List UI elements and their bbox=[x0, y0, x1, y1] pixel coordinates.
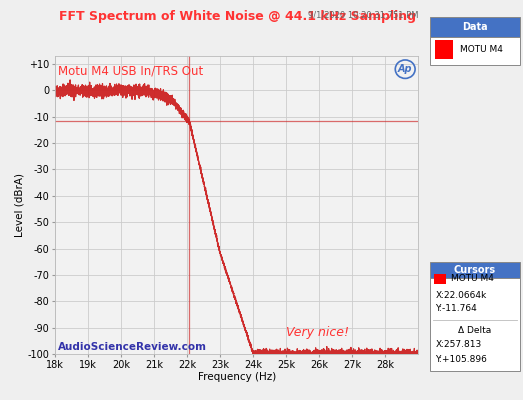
Bar bbox=[430, 278, 520, 371]
Bar bbox=[435, 274, 446, 284]
Bar bbox=[430, 17, 520, 37]
Text: Motu M4 USB In/TRS Out: Motu M4 USB In/TRS Out bbox=[58, 64, 203, 77]
Bar bbox=[435, 40, 453, 59]
Text: Y:+105.896: Y:+105.896 bbox=[435, 355, 487, 364]
Y-axis label: Level (dBrA): Level (dBrA) bbox=[15, 173, 25, 237]
Text: Y:-11.764: Y:-11.764 bbox=[435, 304, 477, 314]
Text: MOTU M4: MOTU M4 bbox=[460, 45, 503, 54]
Text: X:257.813: X:257.813 bbox=[435, 340, 482, 350]
Text: AudioScienceReview.com: AudioScienceReview.com bbox=[58, 342, 207, 352]
Text: FFT Spectrum of White Noise @ 44.1 kHz Sampling: FFT Spectrum of White Noise @ 44.1 kHz S… bbox=[60, 10, 416, 23]
X-axis label: Frequency (Hz): Frequency (Hz) bbox=[198, 372, 276, 382]
Text: X:22.0664k: X:22.0664k bbox=[435, 291, 486, 300]
Bar bbox=[430, 262, 520, 278]
Text: Cursors: Cursors bbox=[454, 265, 496, 275]
Text: Very nice!: Very nice! bbox=[286, 326, 349, 340]
Text: Ap: Ap bbox=[398, 64, 413, 74]
Text: MOTU M4: MOTU M4 bbox=[451, 274, 494, 284]
Bar bbox=[430, 37, 520, 65]
Text: 9/1/2020 10:20:31.751 PM: 9/1/2020 10:20:31.751 PM bbox=[308, 10, 418, 19]
Text: Data: Data bbox=[462, 22, 487, 32]
Text: Δ Delta: Δ Delta bbox=[458, 326, 492, 335]
